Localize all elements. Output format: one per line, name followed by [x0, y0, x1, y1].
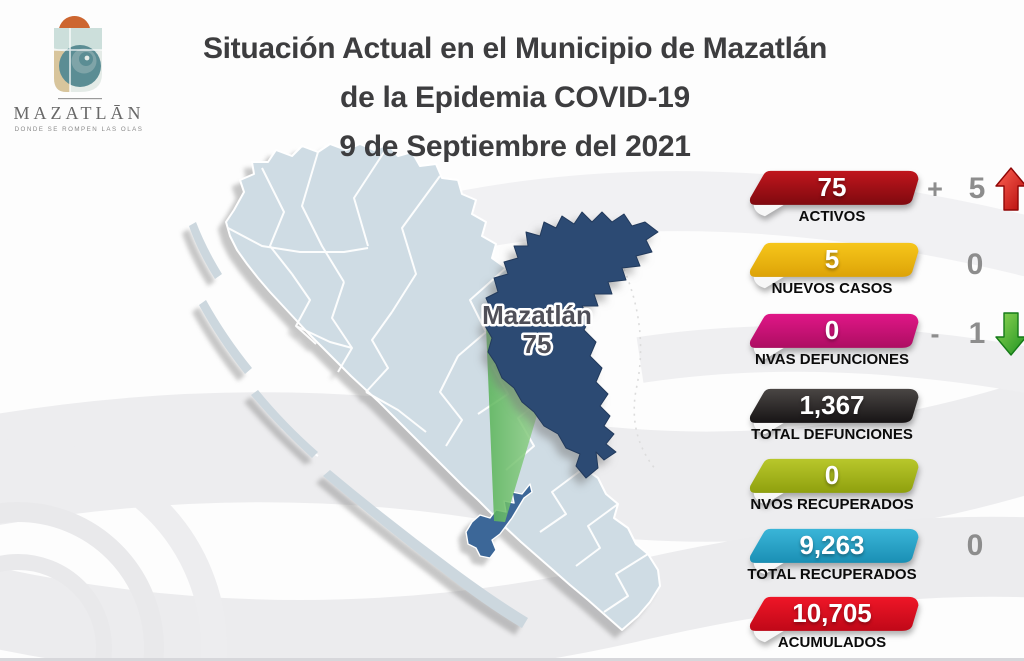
stat-banner-total-recuperados: 9,263 TOTAL RECUPERADOS [742, 527, 922, 583]
stat-value: 0 [824, 460, 840, 490]
callout-name-label: Mazatlán [482, 300, 592, 330]
ribbon-shape [749, 242, 919, 277]
delta-total-recuperados: 0 [962, 524, 988, 568]
stat-value: 5 [824, 244, 840, 274]
ribbon-fold [753, 562, 784, 575]
stat-value: 75 [817, 172, 847, 202]
callout-value-label: 75 [523, 329, 552, 359]
stat-banner-nvas-defunciones: 0 NVAS DEFUNCIONES [742, 312, 922, 368]
delta-sign: + [927, 173, 943, 204]
page-title: Situación Actual en el Municipio de Maza… [185, 24, 845, 171]
stat-label: ACTIVOS [798, 208, 866, 225]
stat-banner-acumulados: 10,705 ACUMULADOS [742, 595, 922, 651]
logo-shell-icon [54, 28, 102, 92]
ribbon-fold [753, 422, 784, 435]
logo-divider [58, 98, 102, 100]
stat-label: NVOS RECUPERADOS [750, 496, 914, 513]
delta-value: 1 [968, 317, 986, 350]
ribbon-fold [753, 630, 784, 643]
delta-sign: - [930, 318, 940, 349]
logo-brand-text: MAZATLĀN [14, 103, 145, 123]
title-line-2: de la Epidemia COVID-19 [340, 81, 690, 114]
title-line-1: Situación Actual en el Municipio de Maza… [202, 32, 828, 65]
delta-value: 5 [968, 172, 986, 205]
stat-value: 1,367 [799, 390, 865, 420]
callout-labels: Mazatlán 75 [480, 298, 595, 362]
ribbon-fold [753, 492, 784, 505]
ribbon-fold [753, 347, 784, 360]
stat-value: 9,263 [799, 530, 865, 560]
logo-tagline-text: DONDE SE ROMPEN LAS OLAS [15, 126, 144, 133]
stat-label: ACUMULADOS [777, 634, 887, 651]
stat-label: NVAS DEFUNCIONES [755, 351, 909, 368]
ribbon-shape [749, 528, 919, 563]
ribbon-shape [749, 458, 919, 493]
stat-banner-activos: 75 ACTIVOS [742, 169, 922, 225]
arrow-down-icon [995, 312, 1024, 356]
ribbon-shape [749, 596, 919, 631]
stat-banner-nvos-recuperados: 0 NVOS RECUPERADOS [742, 457, 922, 513]
stat-banner-total-defunciones: 1,367 TOTAL DEFUNCIONES [742, 387, 922, 443]
arrow-up-icon [995, 167, 1024, 211]
mazatlan-logo: MAZATLĀN DONDE SE ROMPEN LAS OLAS [14, 15, 145, 133]
bottom-edge-line [0, 658, 1024, 661]
ribbon-fold [753, 204, 784, 217]
stat-value: 10,705 [792, 598, 872, 628]
stat-value: 0 [824, 315, 840, 345]
delta-value: 0 [966, 529, 984, 562]
ribbon-shape [749, 388, 919, 423]
neighbor-border-dotted [611, 243, 657, 471]
stat-label: TOTAL DEFUNCIONES [751, 426, 913, 443]
ribbon-fold [753, 276, 784, 289]
ribbon-shape [749, 313, 919, 348]
delta-value: 0 [966, 248, 984, 281]
ribbon-shape [749, 170, 919, 205]
title-line-3: 9 de Septiembre del 2021 [339, 130, 691, 163]
coastal-islands [189, 222, 528, 628]
delta-activos: + 5 [922, 167, 1024, 211]
delta-nuevos-casos: 0 [962, 243, 988, 287]
stat-banner-nuevos-casos: 5 NUEVOS CASOS [742, 241, 922, 297]
stat-label: TOTAL RECUPERADOS [747, 566, 917, 583]
delta-nvas-defunciones: - 1 [922, 312, 1024, 356]
stat-label: NUEVOS CASOS [771, 280, 893, 297]
mazatlan-callout-shape [483, 211, 659, 479]
